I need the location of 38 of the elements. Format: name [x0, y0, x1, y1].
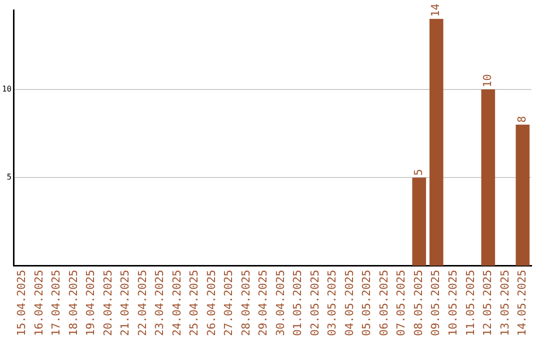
x-tick-label: 14.05.2025 [516, 270, 529, 336]
x-tick-label: 03.05.2025 [326, 270, 339, 336]
x-tick-label: 21.04.2025 [118, 270, 132, 336]
x-tick-label: 12.05.2025 [481, 270, 494, 336]
bar [429, 18, 444, 266]
x-tick-label: 10.05.2025 [446, 270, 460, 336]
x-tick-label: 23.04.2025 [153, 270, 166, 336]
x-tick-label: 27.04.2025 [222, 270, 236, 336]
x-tick-label: 05.05.2025 [360, 270, 374, 336]
x-tick-label: 28.04.2025 [239, 270, 252, 336]
x-tick-label: 25.04.2025 [188, 270, 201, 336]
x-tick-label: 18.04.2025 [66, 270, 80, 336]
bar [516, 124, 530, 266]
data-label: 14 [429, 3, 442, 17]
x-tick-label: 19.04.2025 [84, 270, 98, 336]
x-tick-label: 20.04.2025 [101, 270, 114, 336]
data-label: 8 [516, 116, 529, 123]
x-tick-label: 22.04.2025 [136, 270, 149, 336]
bar [481, 89, 496, 266]
data-label: 5 [412, 168, 425, 176]
x-tick-label: 26.04.2025 [204, 270, 218, 336]
x-tick-label: 13.05.2025 [498, 270, 512, 336]
x-tick-label: 01.05.2025 [291, 270, 304, 336]
data-label: 10 [481, 74, 494, 88]
bar [412, 178, 426, 266]
x-tick-label: 06.05.2025 [377, 270, 390, 336]
x-tick-label: 09.05.2025 [429, 270, 442, 336]
x-tick-label: 11.05.2025 [464, 270, 477, 336]
x-tick-label: 07.05.2025 [394, 270, 408, 336]
x-tick-label: 29.04.2025 [256, 270, 270, 336]
x-tick-label: 04.05.2025 [342, 270, 356, 336]
x-tick-label: 16.04.2025 [32, 270, 46, 336]
x-tick-label: 17.04.2025 [50, 270, 63, 336]
x-tick-label: 30.04.2025 [274, 270, 287, 336]
x-tick-label: 02.05.2025 [308, 270, 322, 336]
x-tick-label: 15.04.2025 [15, 270, 28, 336]
x-tick-label: 08.05.2025 [412, 270, 425, 336]
x-tick-label: 24.04.2025 [170, 270, 184, 336]
